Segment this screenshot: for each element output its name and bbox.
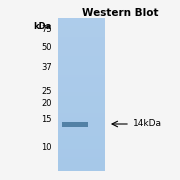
- Bar: [58, 64, 105, 66]
- Bar: [58, 124, 105, 127]
- Bar: [58, 56, 105, 58]
- Bar: [58, 69, 105, 72]
- Bar: [58, 20, 105, 22]
- Bar: [58, 168, 105, 170]
- Bar: [58, 43, 105, 45]
- Bar: [58, 117, 105, 119]
- Bar: [58, 155, 105, 157]
- Bar: [58, 28, 105, 30]
- Text: kDa: kDa: [34, 22, 52, 31]
- Bar: [58, 84, 105, 87]
- Bar: [58, 145, 105, 148]
- Bar: [58, 94, 105, 96]
- Bar: [58, 62, 105, 64]
- Bar: [58, 92, 105, 94]
- Bar: [58, 103, 105, 106]
- Bar: [58, 138, 105, 140]
- Bar: [58, 128, 105, 131]
- Bar: [58, 159, 105, 161]
- Bar: [58, 48, 105, 51]
- Bar: [58, 37, 105, 39]
- Bar: [58, 77, 105, 79]
- Bar: [58, 143, 105, 146]
- Bar: [58, 141, 105, 144]
- Bar: [58, 18, 105, 20]
- Text: 10: 10: [42, 143, 52, 152]
- Bar: [58, 113, 105, 115]
- Text: 75: 75: [41, 26, 52, 35]
- Bar: [58, 161, 105, 163]
- Bar: [58, 81, 105, 83]
- Bar: [58, 164, 105, 167]
- Bar: [58, 46, 105, 49]
- Bar: [58, 107, 105, 110]
- Bar: [58, 88, 105, 91]
- Bar: [58, 26, 105, 28]
- Bar: [58, 109, 105, 112]
- Bar: [58, 134, 105, 136]
- Bar: [58, 24, 105, 26]
- Bar: [58, 33, 105, 36]
- Bar: [58, 140, 105, 142]
- Text: 25: 25: [42, 87, 52, 96]
- Bar: [58, 157, 105, 159]
- Bar: [58, 166, 105, 169]
- Bar: [58, 75, 105, 77]
- Text: 20: 20: [42, 98, 52, 107]
- Bar: [58, 147, 105, 150]
- Bar: [58, 22, 105, 24]
- Bar: [58, 98, 105, 100]
- Bar: [58, 153, 105, 155]
- Bar: [58, 45, 105, 47]
- Bar: [58, 121, 105, 123]
- Bar: [58, 67, 105, 70]
- Text: Western Blot: Western Blot: [82, 8, 158, 18]
- Bar: [58, 79, 105, 81]
- Bar: [58, 39, 105, 41]
- Bar: [58, 100, 105, 102]
- Bar: [58, 50, 105, 53]
- Bar: [58, 123, 105, 125]
- Bar: [58, 71, 105, 74]
- Text: 15: 15: [42, 116, 52, 125]
- Bar: [58, 52, 105, 55]
- Bar: [58, 29, 105, 32]
- Bar: [58, 105, 105, 108]
- Bar: [58, 132, 105, 134]
- Text: 14kDa: 14kDa: [133, 120, 162, 129]
- Bar: [58, 41, 105, 43]
- Bar: [58, 86, 105, 89]
- Bar: [58, 83, 105, 85]
- Bar: [58, 115, 105, 117]
- Bar: [58, 58, 105, 60]
- Bar: [58, 60, 105, 62]
- Bar: [58, 136, 105, 138]
- Bar: [58, 66, 105, 68]
- Bar: [58, 31, 105, 34]
- Bar: [58, 126, 105, 129]
- Text: 37: 37: [41, 62, 52, 71]
- Bar: [58, 90, 105, 93]
- Bar: [58, 73, 105, 75]
- Text: 50: 50: [42, 44, 52, 53]
- Bar: [58, 130, 105, 132]
- Bar: [62, 122, 88, 127]
- Bar: [58, 151, 105, 153]
- Bar: [58, 119, 105, 121]
- Bar: [58, 54, 105, 57]
- Bar: [58, 149, 105, 152]
- Bar: [58, 111, 105, 114]
- Bar: [58, 35, 105, 37]
- Bar: [58, 162, 105, 165]
- Bar: [58, 102, 105, 104]
- Bar: [58, 96, 105, 98]
